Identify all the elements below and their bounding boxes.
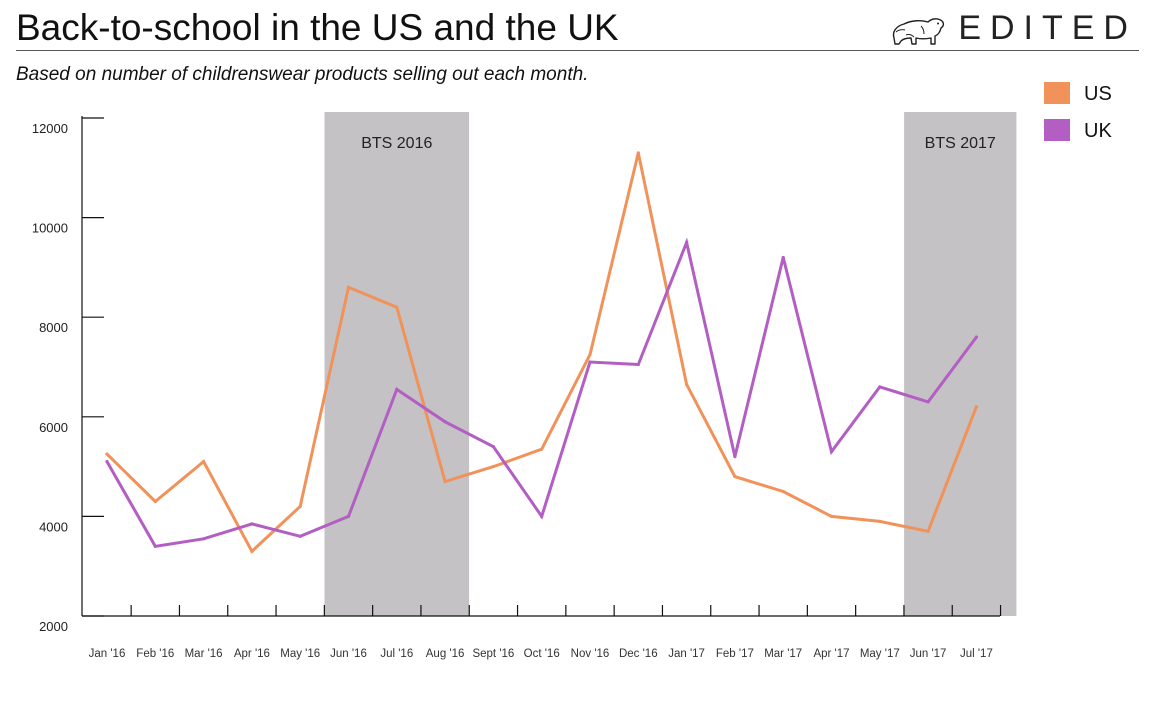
data-point-uk — [250, 522, 254, 526]
data-point-us — [926, 529, 930, 533]
data-point-uk — [685, 240, 689, 245]
data-point-uk — [395, 387, 399, 392]
x-tick-label: Dec '16 — [619, 648, 658, 660]
x-tick-label: Jun '16 — [330, 648, 367, 660]
x-tick-label: Jan '16 — [89, 648, 126, 660]
bts-band-label: BTS 2016 — [361, 135, 432, 152]
legend-label-uk: UK — [1084, 120, 1112, 142]
x-tick-label: Jun '17 — [910, 648, 947, 660]
data-point-uk — [491, 445, 495, 449]
data-point-us — [153, 499, 157, 504]
data-point-us — [443, 479, 447, 484]
data-point-us — [781, 489, 785, 494]
bts-band — [904, 112, 1017, 616]
data-point-uk — [588, 360, 592, 364]
data-point-us — [491, 465, 495, 469]
data-point-uk — [974, 335, 979, 339]
data-point-uk — [878, 385, 882, 389]
data-point-uk — [105, 460, 109, 464]
series-line-uk — [105, 237, 978, 548]
data-point-uk — [926, 400, 930, 404]
data-point-uk — [298, 534, 302, 538]
data-point-uk — [540, 514, 544, 519]
data-point-us — [733, 474, 737, 479]
x-tick-label: Feb '17 — [716, 648, 754, 660]
data-point-us — [878, 519, 882, 523]
y-tick-label: 12000 — [32, 121, 68, 136]
x-tick-label: Oct '16 — [524, 648, 560, 660]
x-tick-label: Mar '16 — [185, 648, 223, 660]
data-point-us — [588, 352, 592, 357]
bts-band-label: BTS 2017 — [925, 135, 996, 152]
x-tick-label: Apr '16 — [234, 648, 270, 660]
data-point-us — [829, 514, 834, 519]
series-line-us — [105, 152, 978, 554]
bts-band — [324, 112, 470, 616]
x-tick-label: May '16 — [280, 648, 320, 660]
data-point-uk — [733, 455, 737, 459]
data-point-us — [974, 405, 979, 409]
y-tick-label: 2000 — [39, 619, 68, 634]
y-tick-label: 6000 — [39, 420, 68, 435]
data-point-uk — [636, 362, 640, 367]
x-tick-label: Mar '17 — [764, 648, 802, 660]
y-tick-label: 8000 — [39, 320, 68, 335]
data-point-uk — [202, 537, 206, 541]
data-point-us — [250, 549, 254, 553]
x-tick-label: Jul '17 — [960, 648, 993, 660]
x-tick-label: Jan '17 — [668, 648, 705, 660]
data-point-uk — [346, 514, 351, 519]
data-point-uk — [781, 255, 785, 260]
chart-title: Back-to-school in the US and the UK — [16, 7, 619, 48]
x-tick-label: Jul '16 — [380, 648, 413, 660]
brand-logo: EDITED — [886, 8, 1137, 48]
x-tick-label: May '17 — [860, 648, 900, 660]
y-tick-label: 10000 — [32, 221, 68, 236]
legend-label-us: US — [1084, 83, 1112, 105]
data-point-uk — [153, 544, 157, 548]
x-tick-label: Apr '17 — [813, 648, 849, 660]
data-point-us — [395, 305, 399, 309]
data-point-us — [346, 285, 351, 289]
data-point-us — [202, 460, 206, 464]
data-point-uk — [443, 420, 447, 424]
y-tick-label: 4000 — [39, 519, 68, 534]
polar-bear-icon — [893, 18, 945, 45]
title-rule — [16, 50, 1139, 51]
data-point-us — [636, 151, 640, 155]
data-point-us — [105, 452, 109, 456]
data-point-us — [298, 504, 302, 509]
data-point-us — [540, 447, 544, 451]
legend-swatch-uk — [1044, 119, 1070, 141]
brand-wordmark: EDITED — [958, 8, 1137, 47]
legend-swatch-us — [1044, 82, 1070, 104]
x-tick-label: Sept '16 — [472, 648, 514, 660]
data-point-uk — [829, 450, 834, 454]
x-tick-label: Aug '16 — [426, 648, 465, 660]
chart-subtitle: Based on number of childrenswear product… — [16, 64, 589, 85]
data-point-us — [685, 382, 689, 387]
x-tick-label: Feb '16 — [136, 648, 174, 660]
x-tick-label: Nov '16 — [571, 648, 610, 660]
